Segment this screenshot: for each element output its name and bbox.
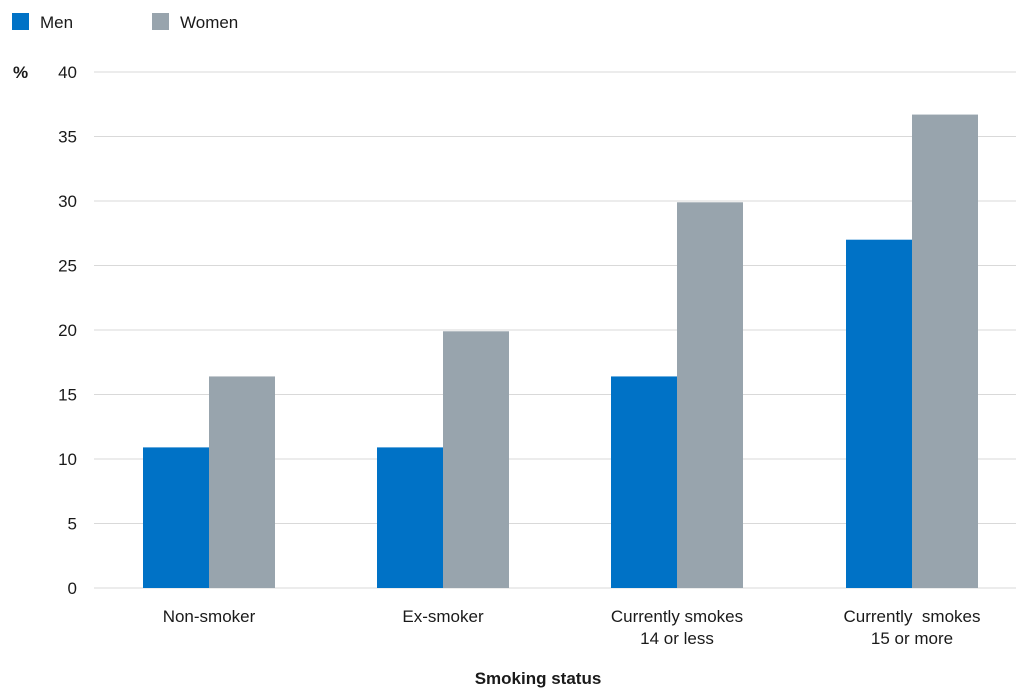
bar-women — [443, 331, 509, 588]
y-axis-ticks: 0 5 10 15 20 25 30 35 40 — [58, 63, 77, 598]
bar-women — [677, 202, 743, 589]
y-axis-unit-label: % — [13, 63, 28, 82]
bar-men — [377, 447, 443, 588]
bar-men — [846, 239, 912, 588]
bar-women — [912, 114, 978, 588]
x-category-label: Currently smokes — [844, 607, 981, 626]
bars — [143, 114, 978, 589]
y-tick-label: 0 — [68, 579, 77, 598]
x-axis-categories: Non-smoker Ex-smoker Currently smokes 14 or… — [163, 607, 981, 648]
y-tick-label: 30 — [58, 192, 77, 211]
legend-swatch-men — [12, 13, 29, 30]
x-category-label: Currently smokes — [611, 607, 743, 626]
y-tick-label: 10 — [58, 450, 77, 469]
bar-women — [209, 376, 275, 588]
bar-men — [143, 447, 209, 588]
y-tick-label: 40 — [58, 63, 77, 82]
x-axis-title: Smoking status — [475, 669, 602, 688]
y-tick-label: 5 — [68, 515, 77, 534]
legend: Men Women — [12, 13, 238, 32]
bar-men — [611, 376, 677, 588]
legend-label-women: Women — [180, 13, 238, 32]
y-tick-label: 15 — [58, 386, 77, 405]
y-tick-label: 35 — [58, 128, 77, 147]
y-tick-label: 20 — [58, 321, 77, 340]
x-category-label: Non-smoker — [163, 607, 256, 626]
x-category-label: 15 or more — [871, 629, 953, 648]
x-category-label: Ex-smoker — [402, 607, 484, 626]
y-tick-label: 25 — [58, 257, 77, 276]
legend-label-men: Men — [40, 13, 73, 32]
legend-swatch-women — [152, 13, 169, 30]
x-category-label: 14 or less — [640, 629, 714, 648]
